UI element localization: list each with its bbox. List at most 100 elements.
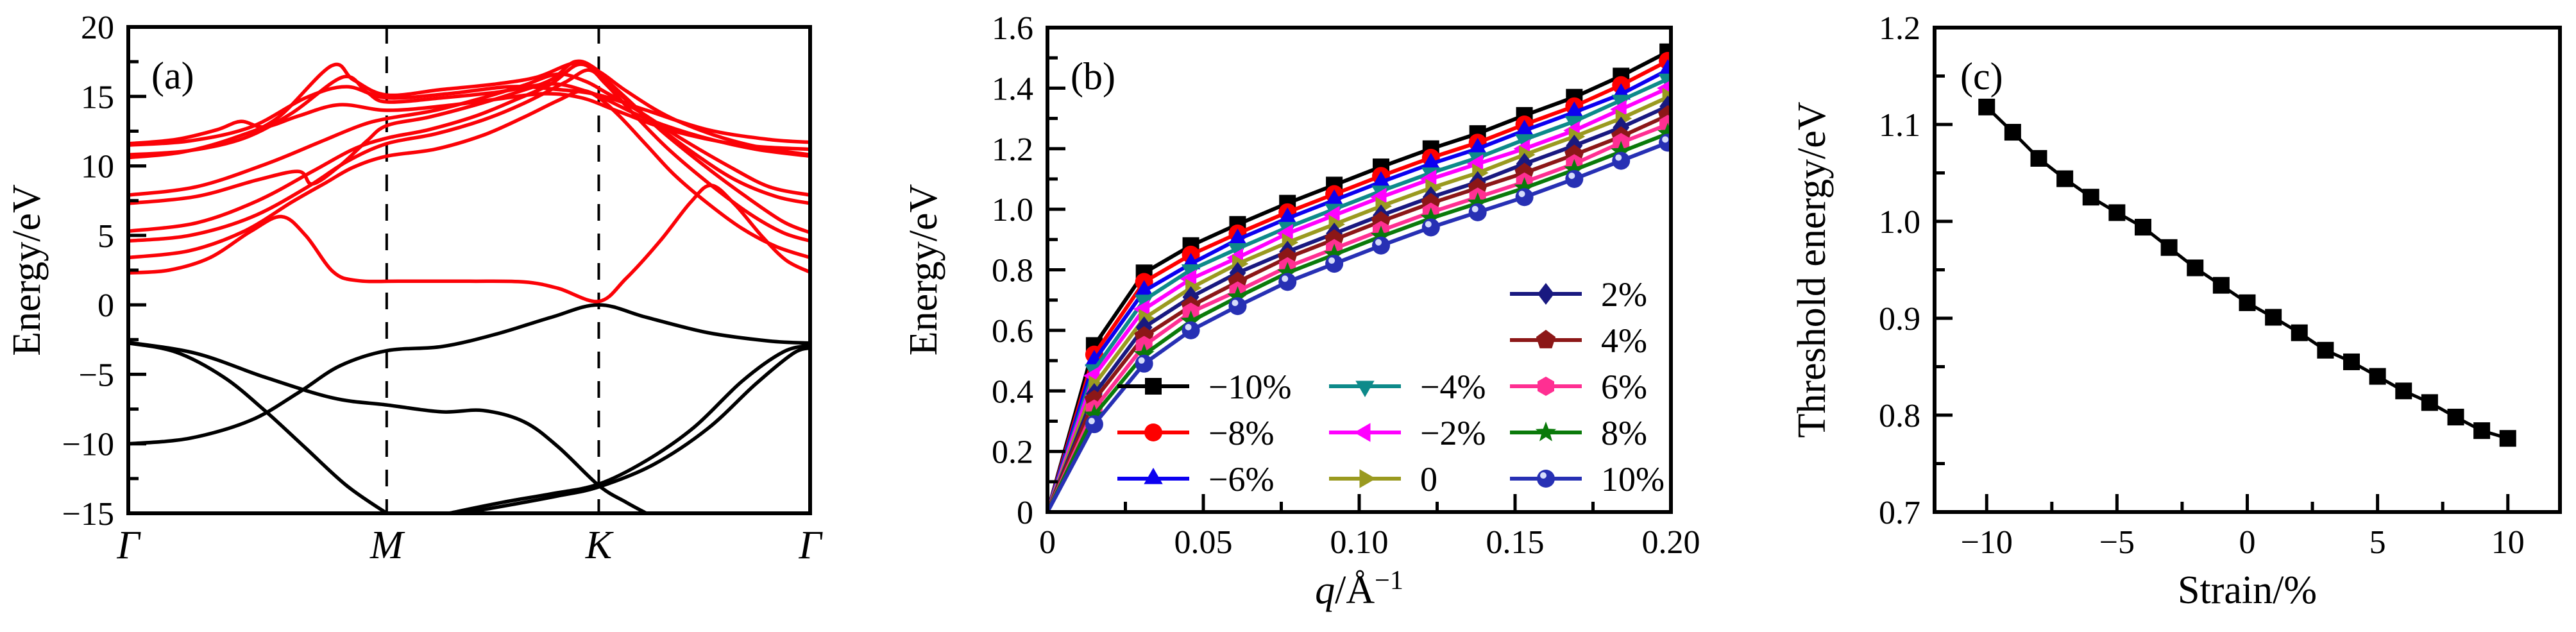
marker-sphere-highlight	[1615, 154, 1622, 161]
y-tick-label: 0.8	[992, 253, 1033, 289]
marker-triangle-right	[1359, 469, 1376, 488]
legend-label: 4%	[1601, 321, 1647, 360]
marker-triangle-up	[1514, 119, 1534, 136]
legend-item: −8%	[1117, 414, 1274, 452]
x-tick-label: 5	[2369, 524, 2386, 561]
y-tick-label: 0	[97, 287, 114, 324]
y-tick-label: 0	[1017, 495, 1033, 531]
marker-triangle-down	[1134, 295, 1154, 311]
marker-triangle-down	[1514, 134, 1534, 151]
legend-item: −4%	[1329, 368, 1486, 406]
x-tick-label: 0.20	[1642, 524, 1700, 561]
legend-label: 0	[1420, 460, 1437, 499]
series-line	[1047, 95, 1670, 512]
marker-diamond	[1538, 283, 1554, 305]
valence-band-path	[128, 341, 389, 513]
y-tick-label: 0.8	[1879, 398, 1920, 434]
marker-star	[1535, 422, 1557, 441]
y-tick-label: 1.0	[992, 192, 1033, 228]
legend-label: −6%	[1208, 460, 1274, 499]
marker-square	[2187, 259, 2204, 277]
legend-label: −8%	[1208, 414, 1274, 452]
marker-star	[1180, 310, 1201, 330]
marker-triangle-up	[1278, 207, 1297, 224]
marker-sphere-highlight	[1185, 323, 1192, 330]
series-line	[1047, 113, 1670, 512]
marker-square	[2395, 382, 2412, 400]
marker-square	[2421, 394, 2438, 411]
x-tick-label: −5	[2099, 524, 2135, 561]
y-tick-label: 15	[81, 79, 114, 115]
marker-square	[2447, 409, 2464, 426]
valence-band-path	[446, 343, 810, 513]
panel-c-plot-area	[1978, 98, 2516, 447]
legend-label: −2%	[1420, 414, 1486, 452]
panel-c: 0.7 0.8 0.9 1.0 1.1 1.2 −10 −5 0 5 10 Threshold ene…	[1790, 10, 2562, 612]
marker-square	[2056, 170, 2074, 187]
marker-sphere	[1565, 169, 1584, 188]
marker-circle	[1144, 423, 1162, 441]
y-tick-label: 0.9	[1879, 301, 1920, 337]
legend-label: 6%	[1601, 368, 1647, 406]
marker-star	[1324, 243, 1345, 264]
series-line	[1047, 86, 1670, 512]
y-tick-label: 1.2	[1879, 10, 1920, 47]
x-axis-label: Strain/%	[2178, 568, 2317, 612]
marker-triangle-up	[1564, 101, 1584, 118]
marker-sphere-highlight	[1088, 418, 1095, 425]
marker-sphere	[1325, 255, 1344, 273]
marker-square	[2343, 353, 2360, 370]
marker-square	[2004, 124, 2021, 141]
marker-star	[1514, 177, 1535, 197]
marker-square	[2239, 294, 2256, 311]
y-tick-label: 1.1	[1879, 107, 1920, 144]
marker-triangle-down	[1228, 243, 1248, 260]
marker-square	[2082, 189, 2099, 206]
kpoint-label: Γ	[798, 524, 823, 567]
y-tick-label: 0.7	[1879, 495, 1920, 531]
legend-item: −2%	[1329, 414, 1486, 452]
legend-label: −4%	[1420, 368, 1486, 406]
x-tick-label: 10	[2491, 524, 2525, 561]
panel-b: 0 0.2 0.4 0.6 0.8 1.0 1.2 1.4 1.6 0 0.05 0.10 0.15 0.…	[902, 10, 1700, 612]
x-tick-label: 0.10	[1330, 524, 1389, 561]
marker-square	[2291, 324, 2308, 341]
legend-item: 2%	[1510, 275, 1647, 314]
series-4pct	[1047, 105, 1671, 512]
marker-triangle-up	[1468, 137, 1487, 155]
panel-b-plot-area	[1047, 43, 1671, 512]
marker-triangle-up	[1371, 171, 1391, 188]
conduction-band-path	[128, 68, 810, 243]
marker-square	[2212, 277, 2230, 294]
series-10pct	[1047, 133, 1671, 512]
x-tick-label: −10	[1961, 524, 2013, 561]
marker-sphere-highlight	[1518, 191, 1525, 198]
legend: −10% −8% −6% −4% −2% 0 2% 4% 6% 8% 10%	[1117, 275, 1665, 499]
marker-triangle-up	[1658, 59, 1671, 76]
kpoint-label: Γ	[116, 524, 141, 567]
conduction-band-path	[128, 62, 810, 235]
marker-sphere	[1278, 273, 1297, 291]
y-tick-label: 1.2	[992, 132, 1033, 168]
y-tick-label: 20	[81, 10, 114, 46]
y-tick-label: −5	[79, 357, 114, 393]
marker-sphere-highlight	[1375, 239, 1382, 246]
legend-label: −10%	[1208, 368, 1291, 406]
marker-sphere	[1612, 151, 1631, 170]
y-axis-label: Energy/eV	[902, 184, 945, 356]
x-tick-label: 0.05	[1174, 524, 1233, 561]
marker-triangle-up	[1134, 280, 1154, 296]
legend-label: 10%	[1601, 460, 1665, 499]
legend-item: 4%	[1510, 321, 1647, 360]
marker-square	[2473, 422, 2491, 440]
panel-letter-b: (b)	[1071, 55, 1115, 98]
marker-triangle-up	[1421, 153, 1441, 169]
marker-sphere	[1228, 297, 1247, 316]
panel-a: −15 −10 −5 0 5 10 15 20 Γ M K Γ Energy/eV (a)	[5, 10, 823, 567]
marker-triangle-up	[1228, 228, 1248, 245]
y-tick-label: 5	[97, 218, 114, 255]
series-line	[1047, 68, 1670, 512]
y-tick-label: 0.2	[992, 434, 1033, 471]
